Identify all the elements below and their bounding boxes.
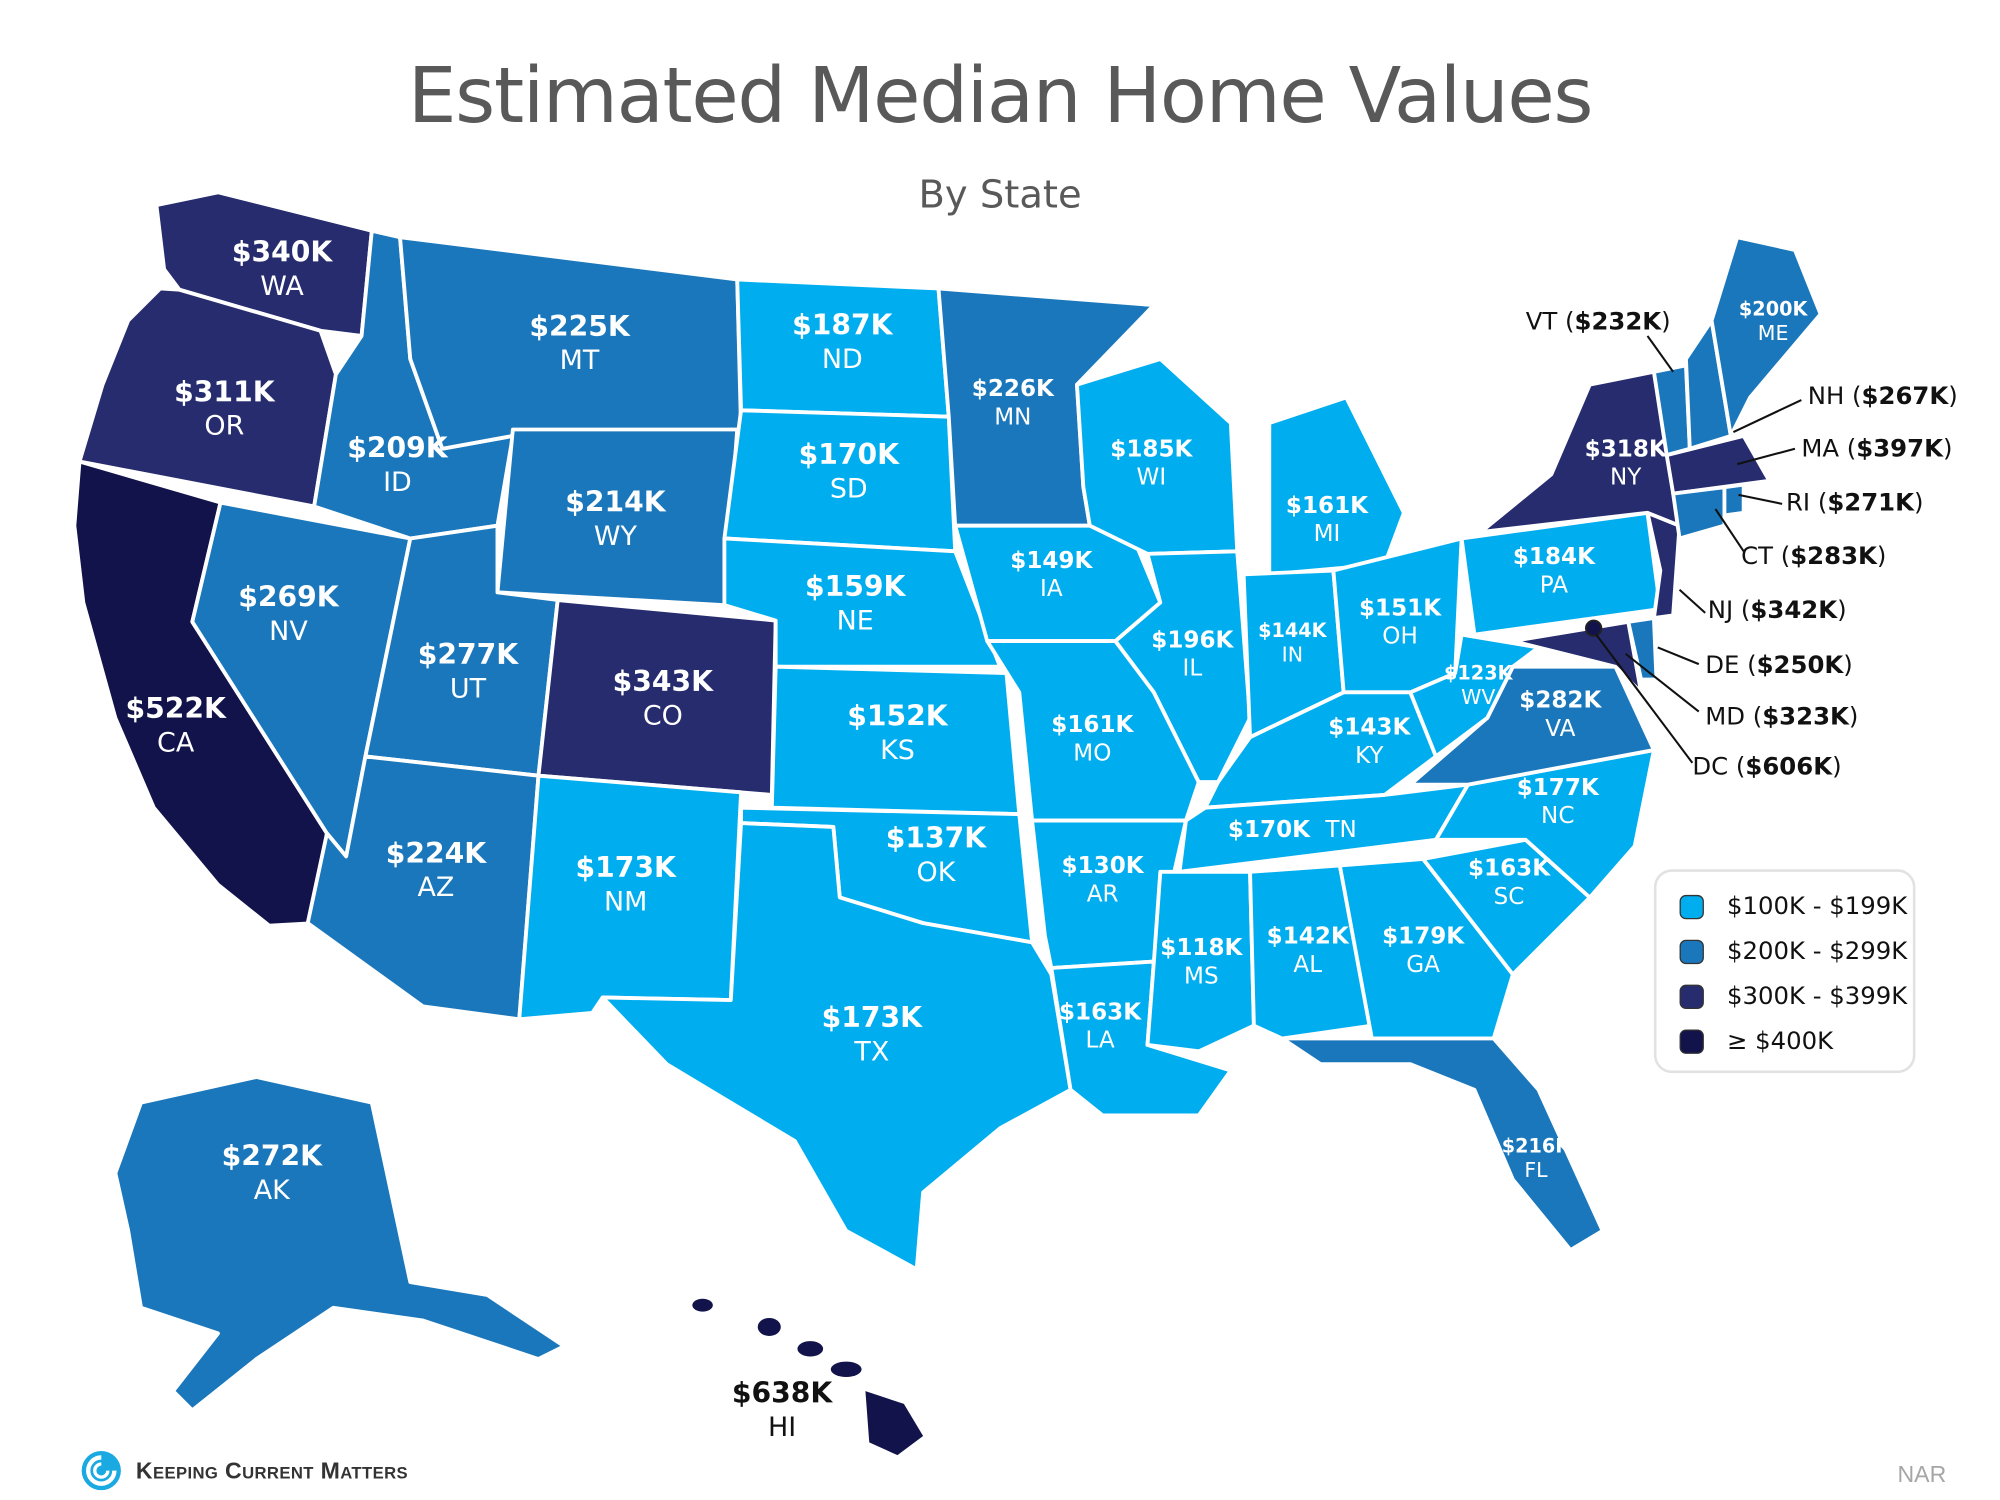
label-SC: $163K SC — [1467, 855, 1551, 910]
label-TX: $173K TX — [821, 1002, 923, 1068]
label-MS: $118K MS — [1160, 934, 1243, 990]
label-VA: $282K VA — [1519, 687, 1602, 742]
label-FL: $216K FL — [1501, 1134, 1571, 1183]
label-CO: $343K CO — [612, 666, 714, 732]
callout-MD: MD ($323K) — [1705, 702, 1859, 731]
label-MO: $161K MO — [1051, 711, 1134, 767]
label-WA: $340K WA — [231, 237, 333, 302]
label-NY: $318K NY — [1584, 435, 1667, 491]
label-NC: $177K NC — [1516, 774, 1599, 829]
state-DE[interactable] — [1626, 616, 1659, 682]
state-HI[interactable] — [692, 1298, 924, 1456]
label-TN: $170K TN — [1227, 816, 1357, 844]
callout-lines — [1595, 335, 1802, 764]
callout-NJ: NJ ($342K) — [1707, 596, 1847, 625]
label-AR: $130K AR — [1061, 852, 1144, 908]
state-WA[interactable] — [154, 190, 374, 338]
label-IA: $149K IA — [1010, 547, 1093, 603]
label-WV: $123K WV — [1444, 661, 1513, 710]
label-WY: $214K WY — [565, 487, 666, 552]
callout-NH: NH ($267K) — [1807, 382, 1958, 411]
label-AK: $272K AK — [221, 1141, 322, 1206]
state-MA[interactable] — [1664, 433, 1772, 496]
state-MI[interactable] — [1267, 395, 1406, 577]
state-TX[interactable] — [600, 821, 1073, 1272]
label-MI: $161K MI — [1285, 492, 1369, 547]
legend-item-2: $200K - $299K — [1679, 937, 1907, 965]
label-CA: $522K CA — [125, 693, 226, 759]
label-KS: $152K KS — [847, 701, 948, 766]
callout-MA: MA ($397K) — [1801, 434, 1953, 463]
legend-item-4: ≥ $400K — [1679, 1027, 1833, 1055]
label-WI: $185K WI — [1110, 435, 1193, 491]
label-UT: $277K UT — [417, 639, 519, 705]
state-RI[interactable] — [1722, 482, 1746, 518]
state-WV[interactable] — [1408, 632, 1541, 759]
source-label: NAR — [1897, 1461, 1947, 1488]
callout-CT: CT ($283K) — [1741, 542, 1887, 571]
label-MT: $225K MT — [529, 311, 630, 377]
state-AK[interactable] — [113, 1075, 567, 1413]
page-title: Estimated Median Home Values — [407, 51, 1594, 142]
page-subtitle: By State — [918, 173, 1082, 218]
state-MD[interactable] — [1510, 619, 1644, 695]
callout-DE: DE ($250K) — [1705, 651, 1853, 680]
legend-swatch — [1679, 984, 1704, 1009]
label-GA: $179K GA — [1382, 923, 1465, 978]
brand-logo: Keeping Current Matters — [79, 1449, 408, 1493]
callout-DC: DC ($606K) — [1692, 752, 1842, 781]
label-SD: $170K SD — [798, 439, 899, 505]
legend-item-3: $300K - $399K — [1679, 982, 1907, 1010]
state-GA[interactable] — [1337, 857, 1515, 1041]
legend-swatch — [1679, 1028, 1704, 1054]
state-ME[interactable] — [1709, 235, 1823, 438]
label-IL: $196K IL — [1151, 626, 1234, 682]
callout-RI: RI ($271K) — [1785, 488, 1924, 517]
label-ME: $200K ME — [1738, 297, 1808, 345]
label-AZ: $224K AZ — [385, 838, 487, 904]
label-IN: $144K IN — [1258, 619, 1327, 667]
legend: $100K - $199K $200K - $299K $300K - $399… — [1653, 869, 1916, 1074]
legend-swatch — [1679, 939, 1704, 964]
label-NV: $269K NV — [238, 582, 339, 647]
label-OR: $311K OR — [174, 376, 275, 442]
label-OH: $151K OH — [1358, 594, 1442, 650]
label-HI: $638K HI — [731, 1378, 833, 1443]
label-ND: $187K ND — [792, 310, 893, 375]
legend-item-1: $100K - $199K — [1679, 892, 1907, 921]
state-CT[interactable] — [1671, 485, 1727, 541]
state-FL[interactable] — [1280, 1036, 1605, 1252]
label-NE: $159K NE — [804, 571, 906, 637]
label-PA: $184K PA — [1512, 543, 1595, 599]
state-IL[interactable] — [1113, 549, 1252, 785]
label-LA: $163K LA — [1058, 998, 1142, 1054]
callout-VT: VT ($232K) — [1525, 307, 1671, 336]
brand-name: Keeping Current Matters — [135, 1457, 408, 1483]
label-NM: $173K NM — [575, 852, 676, 918]
label-KY: $143K KY — [1328, 714, 1411, 769]
state-AL[interactable] — [1248, 863, 1374, 1041]
label-ID: $209K ID — [347, 433, 448, 498]
label-OK: $137K OK — [885, 823, 987, 888]
state-DC[interactable] — [1584, 619, 1603, 637]
swirl-logo-icon — [81, 1450, 121, 1491]
legend-swatch — [1679, 894, 1704, 919]
label-AL: $142K AL — [1266, 923, 1349, 978]
label-MN: $226K MN — [971, 375, 1054, 431]
